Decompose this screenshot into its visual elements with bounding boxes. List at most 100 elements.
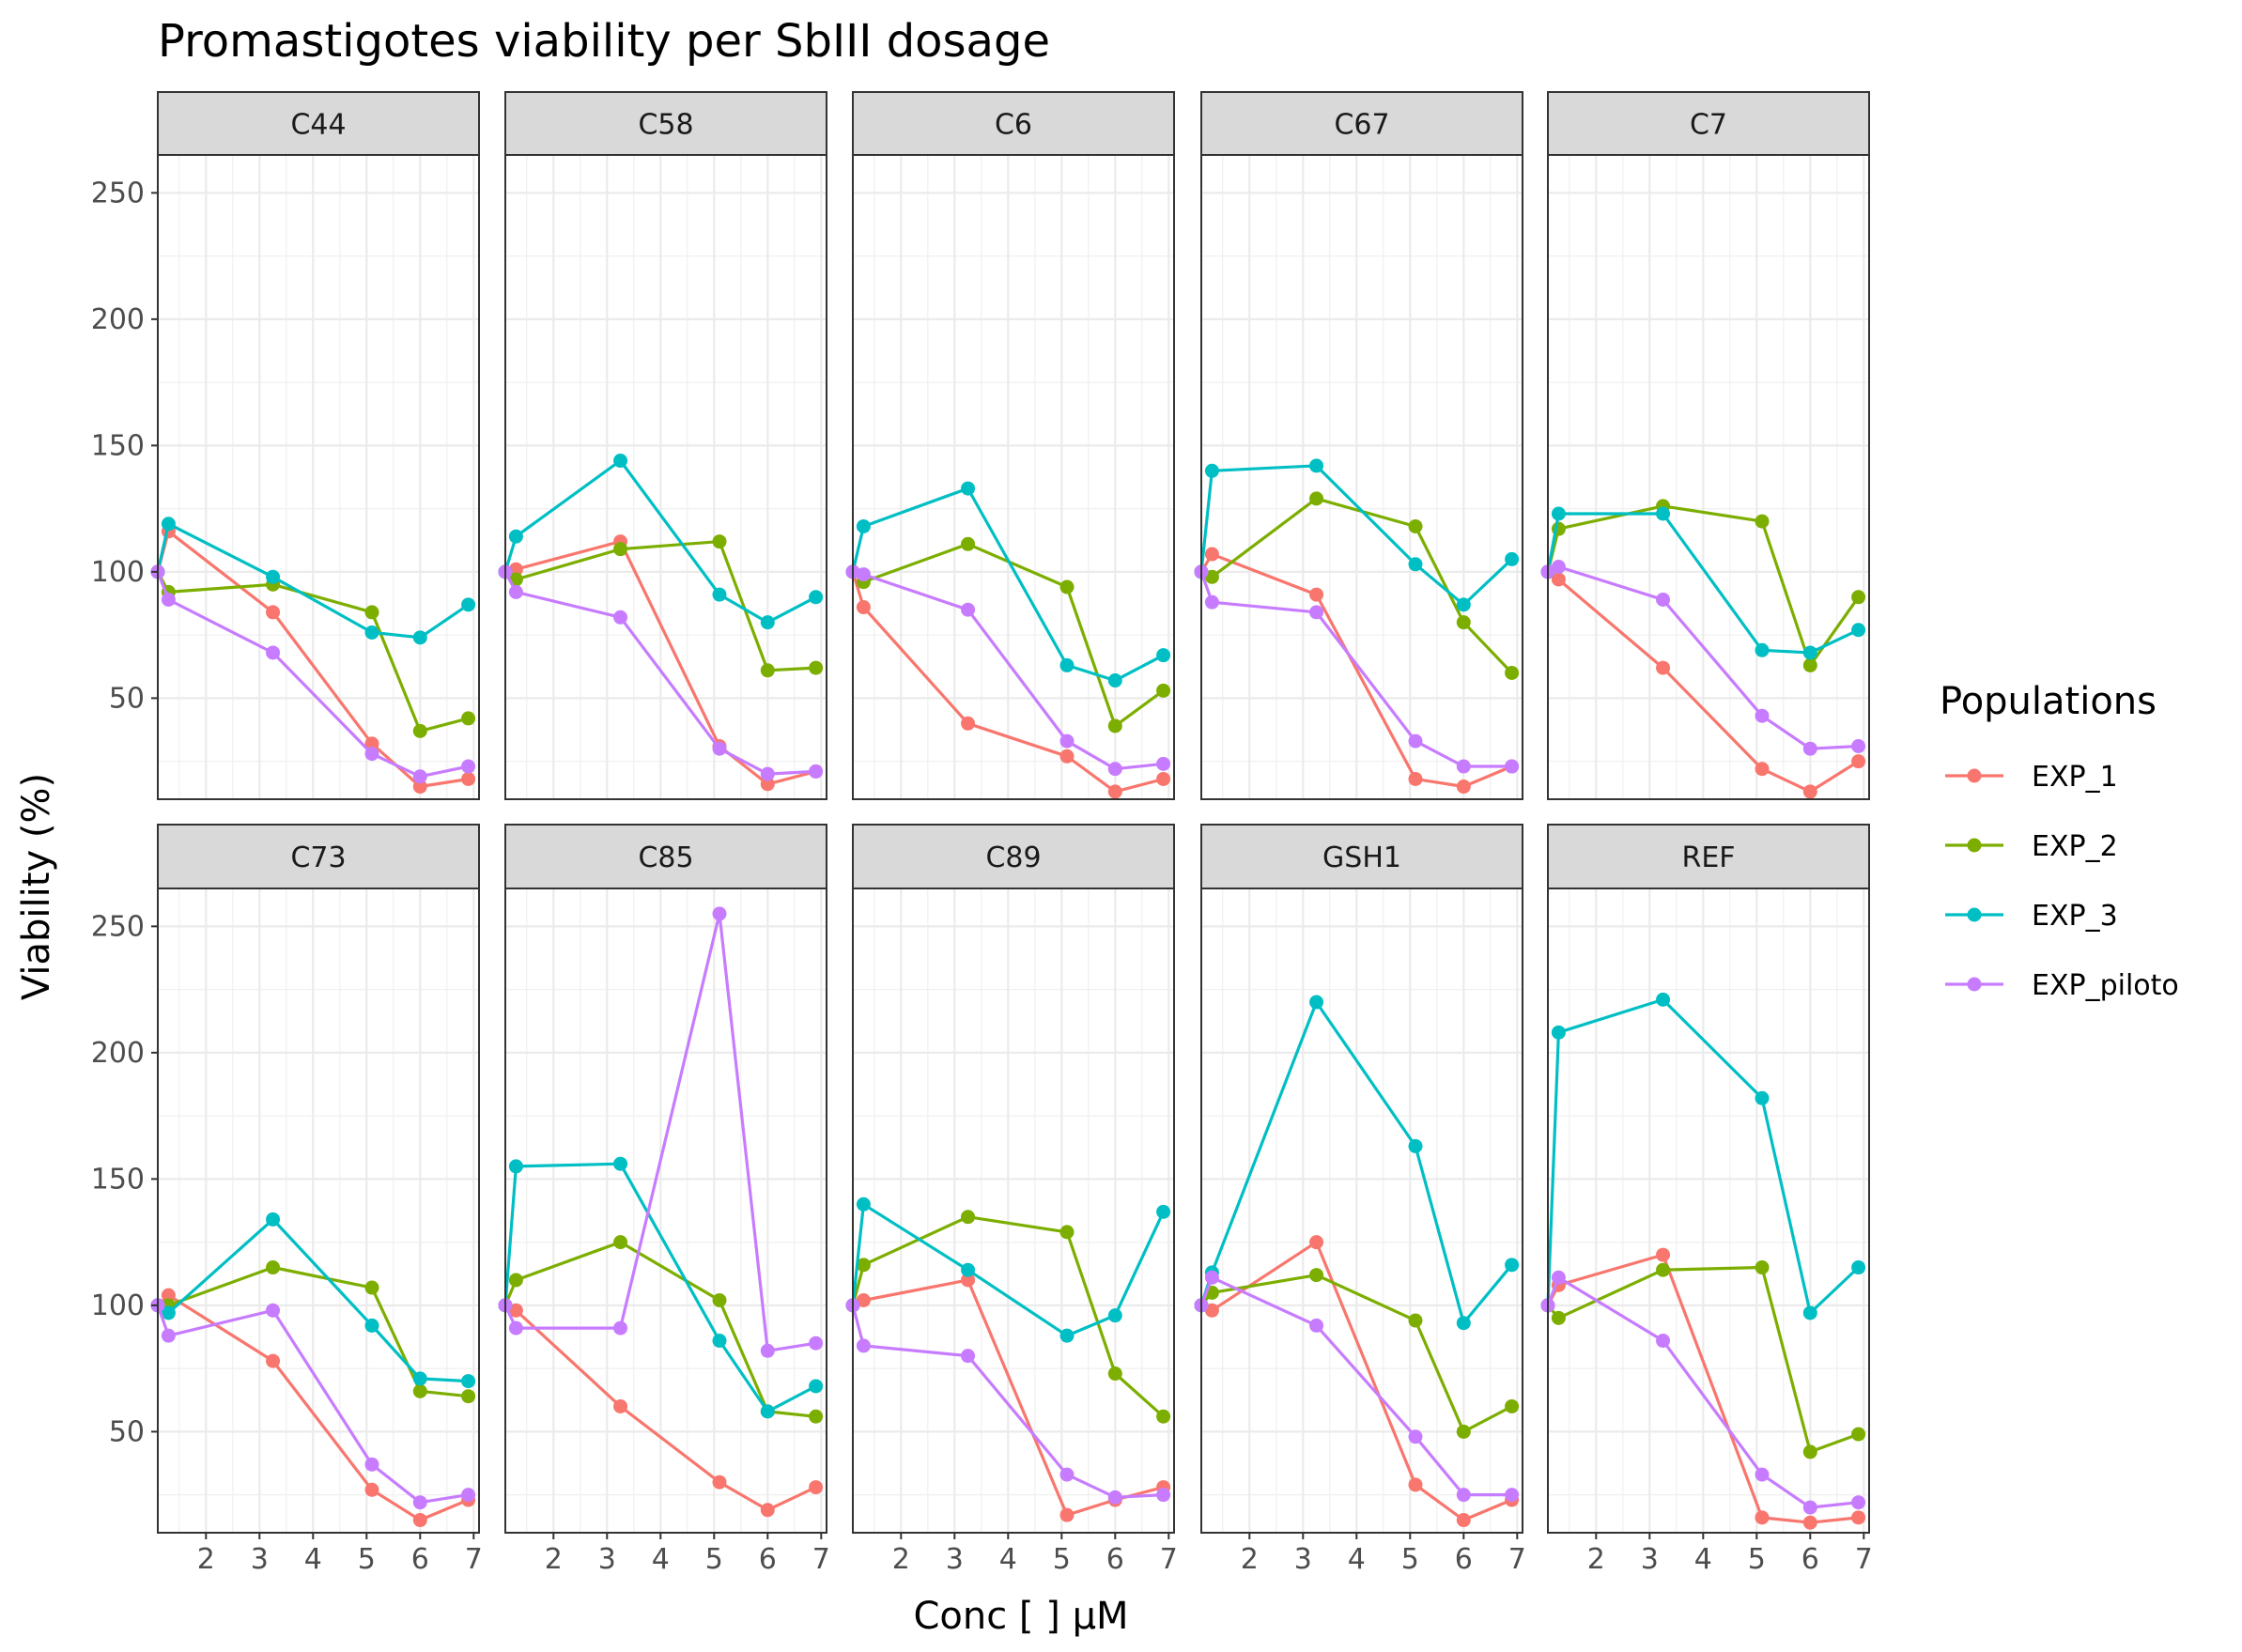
panel-c67: C67 [1194,91,1523,800]
data-point-exp-3 [1755,642,1770,657]
panel-strip-label: C7 [1690,109,1727,142]
panel-strip-c73 [157,824,480,889]
data-point-exp-1 [508,562,523,577]
series-line-exp-3 [1546,997,1860,1315]
panel-background [853,888,1174,1533]
y-tick-label: 150 [91,1163,145,1196]
data-point-exp-1 [1456,780,1471,795]
data-point-exp-1 [1107,784,1122,799]
data-point-exp-piloto [1802,1500,1817,1515]
data-point-exp-piloto [1204,594,1219,610]
panel-strip-label: REF [1681,841,1735,874]
y-tick-label: 100 [91,1289,145,1322]
data-point-exp-3 [364,1318,379,1333]
data-point-exp-1 [760,777,775,792]
chart-title: Promastigotes viability per SbIII dosage [158,15,1050,68]
data-point-exp-3 [856,518,871,533]
data-point-exp-3 [613,1156,628,1171]
data-point-exp-piloto [1851,739,1866,754]
y-tick-label: 200 [91,303,145,336]
x-tick-label: 5 [358,1543,376,1576]
panel-strip-c44 [157,91,480,156]
data-point-exp-3 [961,1262,976,1277]
data-point-exp-1 [1204,1303,1219,1318]
series-line-exp-3 [156,522,470,640]
x-tick-label: 5 [1748,1543,1766,1576]
legend-label-exp-piloto: EXP_piloto [2032,969,2179,1002]
data-point-exp-2 [613,1235,628,1250]
data-point-exp-piloto [1408,1429,1423,1444]
data-point-exp-3 [1802,1305,1817,1320]
data-point-exp-piloto [712,741,727,756]
x-tick-label: 3 [946,1543,964,1576]
data-point-exp-1 [1059,749,1075,764]
x-tick-label: 7 [1855,1543,1873,1576]
y-tick-label: 150 [91,429,145,462]
data-point-exp-2 [1656,1262,1671,1277]
data-point-exp-piloto [412,769,427,784]
data-point-exp-piloto [1059,733,1075,749]
data-point-exp-2 [961,536,976,551]
data-point-exp-3 [809,590,824,605]
x-tick-label: 6 [1455,1543,1473,1576]
panel-background [158,155,479,799]
x-tick-label: 5 [1053,1543,1071,1576]
data-point-exp-piloto [1851,1495,1866,1510]
data-point-exp-piloto [712,906,727,921]
y-axis-title: Viability (%) [15,773,58,1000]
x-tick-label: 4 [1348,1543,1366,1576]
data-point-exp-piloto [1456,1488,1471,1503]
panel-background [505,155,827,799]
data-point-exp-piloto [161,1328,176,1343]
series-line-exp-3 [1199,464,1513,607]
x-tick-label: 6 [1106,1543,1124,1576]
data-point-exp-3 [856,1197,871,1212]
data-point-exp-2 [1156,683,1171,698]
panel-background [1548,888,1869,1533]
x-tick-label: 6 [759,1543,777,1576]
data-point-exp-piloto [364,1457,379,1472]
panel-background [1201,888,1523,1533]
data-point-exp-2 [461,1389,476,1404]
data-point-exp-2 [1107,1366,1122,1382]
data-point-exp-piloto [1309,605,1324,620]
data-point-exp-2 [1802,1444,1817,1459]
data-point-exp-piloto [1802,741,1817,756]
x-tick-label: 7 [812,1543,830,1576]
legend-item-exp-1: EXP_1 [1945,761,2118,794]
data-point-exp-piloto [461,1488,476,1503]
data-point-exp-1 [266,1353,281,1368]
panel-border [852,888,1175,1534]
panel-border [157,154,480,800]
panel-strip-c7 [1547,91,1870,156]
panel-background [853,155,1174,799]
x-axis-title: Conc [ ] µM [913,1595,1128,1638]
data-point-exp-2 [364,1280,379,1295]
x-tick-label: 4 [999,1543,1017,1576]
data-point-exp-piloto [1505,759,1520,774]
data-point-exp-1 [266,605,281,620]
data-point-exp-piloto [266,1303,281,1318]
data-point-exp-3 [613,454,628,469]
data-point-exp-1 [856,600,871,615]
data-point-exp-3 [760,615,775,630]
data-point-exp-2 [1456,1424,1471,1439]
panel-c85: C85 2 3 4 5 6 7 [498,824,830,1576]
x-tick-label: 2 [545,1543,563,1576]
data-point-exp-3 [809,1379,824,1394]
x-tick-label: 2 [892,1543,910,1576]
data-point-exp-3 [1851,623,1866,638]
data-point-exp-piloto [613,1320,628,1335]
y-tick-label: 250 [91,910,145,943]
x-tick-label: 2 [1241,1543,1259,1576]
data-point-exp-piloto [161,592,176,607]
data-point-exp-1 [1802,784,1817,799]
y-tick-label: 100 [91,556,145,589]
series-line-exp-3 [1546,512,1860,655]
data-point-exp-piloto [1059,1467,1075,1482]
legend-marker-exp-2 [1967,838,1982,853]
panel-background [1201,155,1523,799]
data-point-exp-2 [1802,657,1817,672]
panel-strip-ref [1547,824,1870,889]
panel-strip-label: C73 [290,841,346,874]
